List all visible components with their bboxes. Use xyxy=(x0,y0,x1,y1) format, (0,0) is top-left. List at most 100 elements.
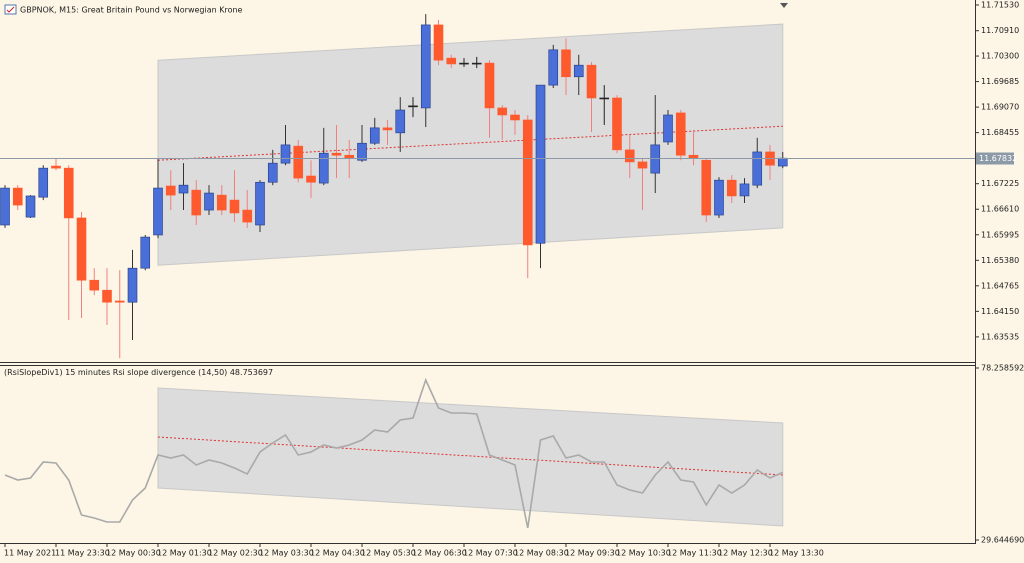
candle-body xyxy=(637,161,648,169)
x-tick-label: 12 May 08:30 xyxy=(514,549,569,558)
candle-body xyxy=(89,279,100,291)
candle-body xyxy=(306,175,316,183)
y-tick-label: 11.63535 xyxy=(981,332,1019,341)
y-tick-label: 11.70910 xyxy=(981,26,1019,35)
y-tick-label: 11.65380 xyxy=(981,256,1019,265)
y-tick-label: 11.64765 xyxy=(981,281,1019,290)
y-tick-label: 11.70300 xyxy=(981,52,1019,61)
candle-body xyxy=(510,114,520,121)
x-tick-label: 11 May 23:30 xyxy=(55,549,110,558)
candle-body xyxy=(624,149,635,163)
candle-body xyxy=(140,236,151,269)
candle-body xyxy=(535,84,546,244)
y-tick-label: 11.69685 xyxy=(981,77,1019,86)
candle-body xyxy=(229,199,240,214)
x-tick-label: 12 May 13:30 xyxy=(769,549,824,558)
candle-body xyxy=(25,195,36,218)
y-tick-label: 78.258592 xyxy=(981,364,1024,373)
candle-body xyxy=(522,119,533,246)
x-tick-label: 11 May 2021 xyxy=(4,549,56,558)
x-tick-label: 12 May 09:30 xyxy=(565,549,620,558)
candle-body xyxy=(497,107,508,116)
candle-body xyxy=(51,165,61,169)
candle-body xyxy=(395,109,406,134)
indicator-line xyxy=(4,377,784,529)
candle-body xyxy=(369,127,380,144)
indicator-title: (RsiSlopeDiv1) 15 minutes Rsi slope dive… xyxy=(4,368,273,377)
shift-marker xyxy=(780,3,788,8)
x-tick-label: 12 May 01:30 xyxy=(157,549,212,558)
regression-midline xyxy=(157,436,783,476)
indicator-name: (RsiSlopeDiv1) 15 minutes Rsi slope dive… xyxy=(4,368,227,377)
candle-body xyxy=(318,152,329,184)
candle-body xyxy=(446,57,457,65)
y-tick-label: 11.71530 xyxy=(981,0,1019,9)
candle-body xyxy=(38,167,49,198)
y-tick-label: 11.68455 xyxy=(981,128,1019,137)
candle-body xyxy=(280,144,291,164)
x-tick-label: 12 May 05:30 xyxy=(361,549,416,558)
candle-body xyxy=(242,209,253,223)
candle-body xyxy=(726,179,737,197)
candle-body xyxy=(459,62,469,65)
candle-body xyxy=(216,194,227,211)
candle-body xyxy=(165,185,176,196)
symbol-icon-check xyxy=(6,6,15,13)
candle-body xyxy=(267,162,278,183)
candle-body xyxy=(586,64,597,99)
y-tick-label: 11.64150 xyxy=(981,307,1019,316)
candle-body xyxy=(0,187,10,226)
candle-body xyxy=(63,167,74,219)
x-tick-label: 12 May 00:30 xyxy=(106,549,161,558)
candle-body xyxy=(714,179,724,216)
candle-body xyxy=(612,97,622,151)
x-tick-label: 12 May 04:30 xyxy=(310,549,365,558)
y-tick-label: 11.67225 xyxy=(981,179,1019,188)
x-tick-label: 12 May 12:30 xyxy=(718,549,773,558)
candle-body xyxy=(433,24,444,61)
candle-body xyxy=(663,114,673,143)
candle-body xyxy=(688,154,699,159)
candle-body xyxy=(204,192,214,211)
candle-body xyxy=(293,145,304,179)
candle-body xyxy=(408,105,418,108)
symbol-icon xyxy=(4,4,17,15)
candle-body xyxy=(76,217,87,281)
candle-body xyxy=(471,62,482,65)
last-price-box xyxy=(976,152,1014,165)
candle-body xyxy=(127,267,138,303)
y-tick-label: 29.644690 xyxy=(981,536,1024,545)
x-tick-label: 12 May 06:30 xyxy=(412,549,467,558)
candle-body xyxy=(675,112,686,156)
candle-body xyxy=(382,127,393,131)
x-tick-label: 12 May 10:30 xyxy=(616,549,671,558)
candle-body xyxy=(599,97,610,100)
candle-body xyxy=(484,62,495,109)
x-tick-label: 12 May 11:30 xyxy=(667,549,722,558)
x-tick-label: 12 May 02:30 xyxy=(208,549,263,558)
candle-body xyxy=(548,49,559,86)
candle-body xyxy=(12,187,23,206)
candle-body xyxy=(420,24,431,109)
candle-body xyxy=(178,184,189,194)
y-tick-label: 11.66610 xyxy=(981,205,1019,214)
chart-title: GBPNOK, M15: Great Britain Pound vs Norw… xyxy=(20,6,243,15)
x-tick-label: 12 May 03:30 xyxy=(259,549,314,558)
last-price-label: 11.67832 xyxy=(979,154,1017,163)
candle-body xyxy=(331,152,342,156)
x-tick-label: 12 May 07:30 xyxy=(463,549,518,558)
y-tick-label: 11.69070 xyxy=(981,103,1019,112)
candle-body xyxy=(561,49,571,78)
candle-body xyxy=(701,159,712,216)
candle-body xyxy=(255,181,265,226)
candle-body xyxy=(777,157,788,167)
candle-body xyxy=(739,183,750,197)
y-tick-label: 11.65995 xyxy=(981,230,1019,239)
candle-body xyxy=(102,289,112,303)
candle-body xyxy=(752,151,763,186)
regression-channel xyxy=(157,23,784,266)
candle-body xyxy=(114,300,125,303)
candle-body xyxy=(357,142,367,161)
